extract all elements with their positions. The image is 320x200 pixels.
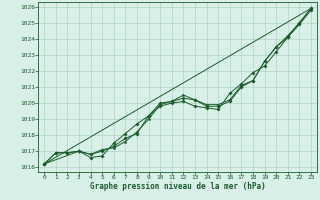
X-axis label: Graphe pression niveau de la mer (hPa): Graphe pression niveau de la mer (hPa) [90, 182, 266, 191]
